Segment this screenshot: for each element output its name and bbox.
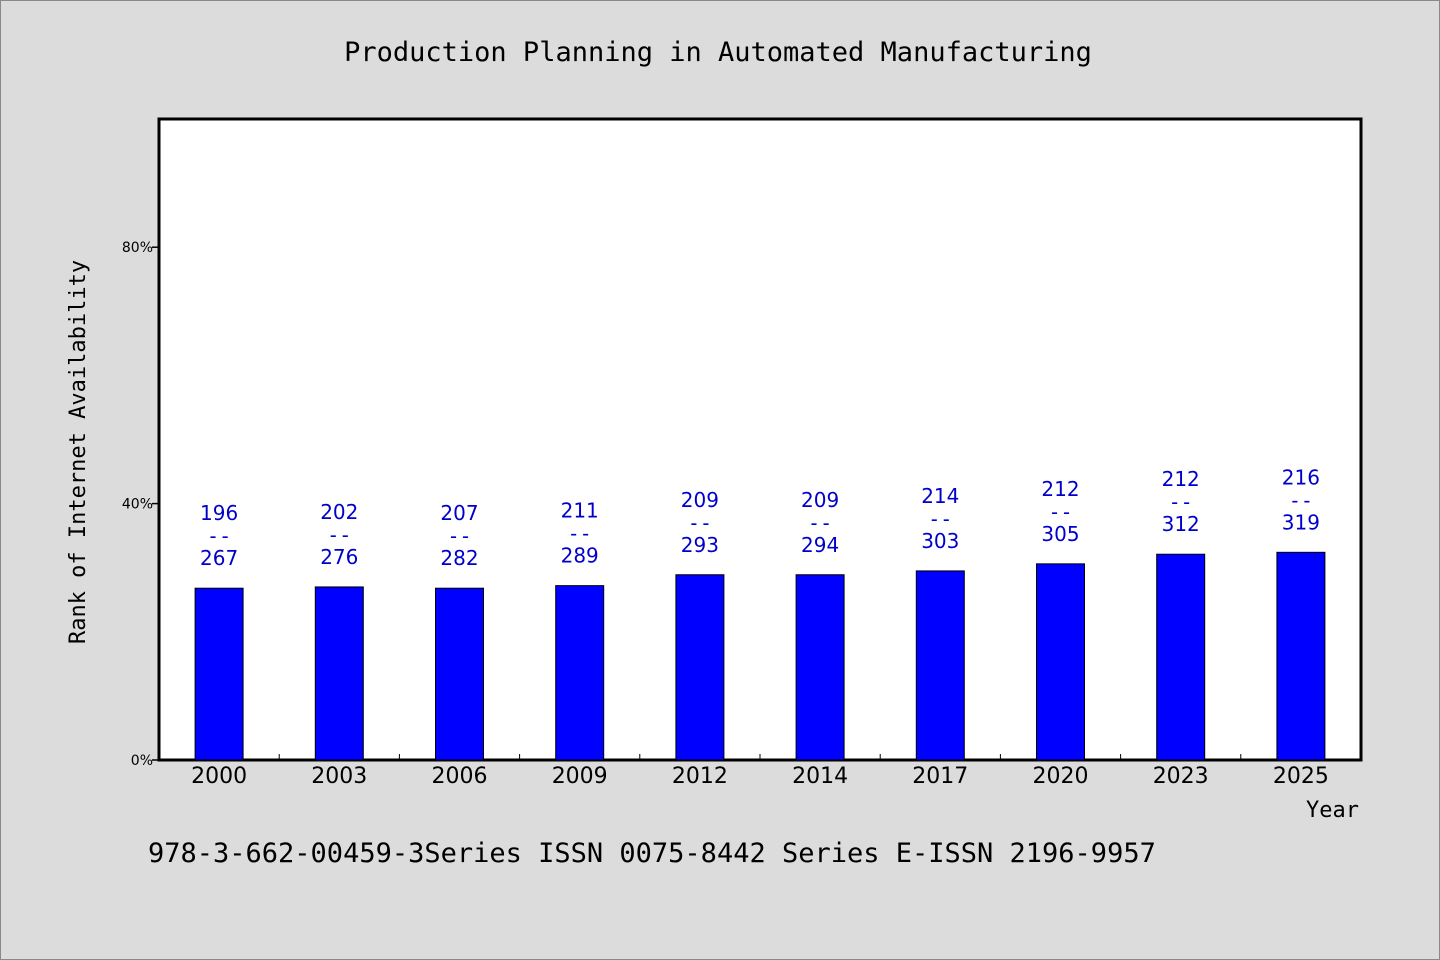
data-label-bottom: 276 <box>320 545 358 569</box>
data-label-top: 207 <box>440 501 478 525</box>
data-label-top: 216 <box>1282 465 1320 489</box>
bar <box>194 587 244 761</box>
x-tick-label: 2012 <box>672 764 728 789</box>
y-axis: 0% 40% 80% <box>122 240 159 769</box>
data-label-top: 209 <box>681 488 719 512</box>
data-label-bottom: 289 <box>561 544 599 568</box>
bar <box>1156 553 1206 761</box>
data-label-separator: -- <box>207 524 231 548</box>
data-label-top: 209 <box>801 488 839 512</box>
y-tick-label: 80% <box>122 240 153 256</box>
bar <box>675 574 725 761</box>
data-label-separator: -- <box>688 511 712 535</box>
x-axis: 2000 2003 2006 2009 2012 2014 2017 2020 2023 2025 <box>191 754 1329 789</box>
data-label-bottom: 282 <box>440 546 478 570</box>
data-label-bottom: 305 <box>1041 522 1079 546</box>
x-tick-label: 2009 <box>552 764 608 789</box>
data-label-bottom: 303 <box>921 529 959 553</box>
x-tick-label: 2003 <box>311 764 367 789</box>
data-label-separator: -- <box>808 511 832 535</box>
bar <box>435 587 484 761</box>
x-axis-label: Year <box>1306 798 1359 823</box>
data-label-separator: -- <box>447 524 471 548</box>
x-tick-label: 2017 <box>912 764 968 789</box>
y-axis-label: Rank of Internet Availability <box>66 260 91 644</box>
data-label-top: 212 <box>1162 467 1200 491</box>
data-label-separator: -- <box>1289 488 1313 512</box>
x-tick-label: 2020 <box>1033 764 1089 789</box>
data-label-top: 214 <box>921 484 959 508</box>
x-tick-label: 2006 <box>432 764 488 789</box>
y-tick-label: 0% <box>131 753 153 769</box>
data-label-separator: -- <box>1048 500 1072 524</box>
bar <box>1036 563 1085 761</box>
chart-title: Production Planning in Automated Manufac… <box>344 37 1092 68</box>
data-label-bottom: 294 <box>801 533 839 557</box>
bar-series <box>194 551 1326 761</box>
data-label-top: 212 <box>1041 477 1079 501</box>
data-label-bottom: 293 <box>681 533 719 557</box>
data-labels: 267--196276--202282--207289--211293--209… <box>200 465 1320 570</box>
x-tick-label: 2014 <box>792 764 848 789</box>
footer-text: 978-3-662-00459-3Series ISSN 0075-8442 S… <box>148 838 1156 869</box>
x-tick-label: 2025 <box>1273 764 1329 789</box>
x-tick-label: 2000 <box>191 764 247 789</box>
y-tick-label: 40% <box>122 497 153 513</box>
data-label-separator: -- <box>1169 490 1193 514</box>
data-label-top: 211 <box>561 499 599 523</box>
data-label-top: 202 <box>320 500 358 524</box>
bar <box>915 570 965 761</box>
data-label-separator: -- <box>568 522 592 546</box>
bar <box>795 574 845 761</box>
bar <box>1276 551 1326 761</box>
bar <box>555 585 605 761</box>
data-label-bottom: 267 <box>200 546 238 570</box>
data-label-separator: -- <box>327 523 351 547</box>
x-tick-label: 2023 <box>1153 764 1209 789</box>
data-label-bottom: 319 <box>1282 510 1320 534</box>
data-label-bottom: 312 <box>1162 512 1200 536</box>
data-label-top: 196 <box>200 501 238 525</box>
bar <box>314 586 364 761</box>
data-label-separator: -- <box>928 507 952 531</box>
